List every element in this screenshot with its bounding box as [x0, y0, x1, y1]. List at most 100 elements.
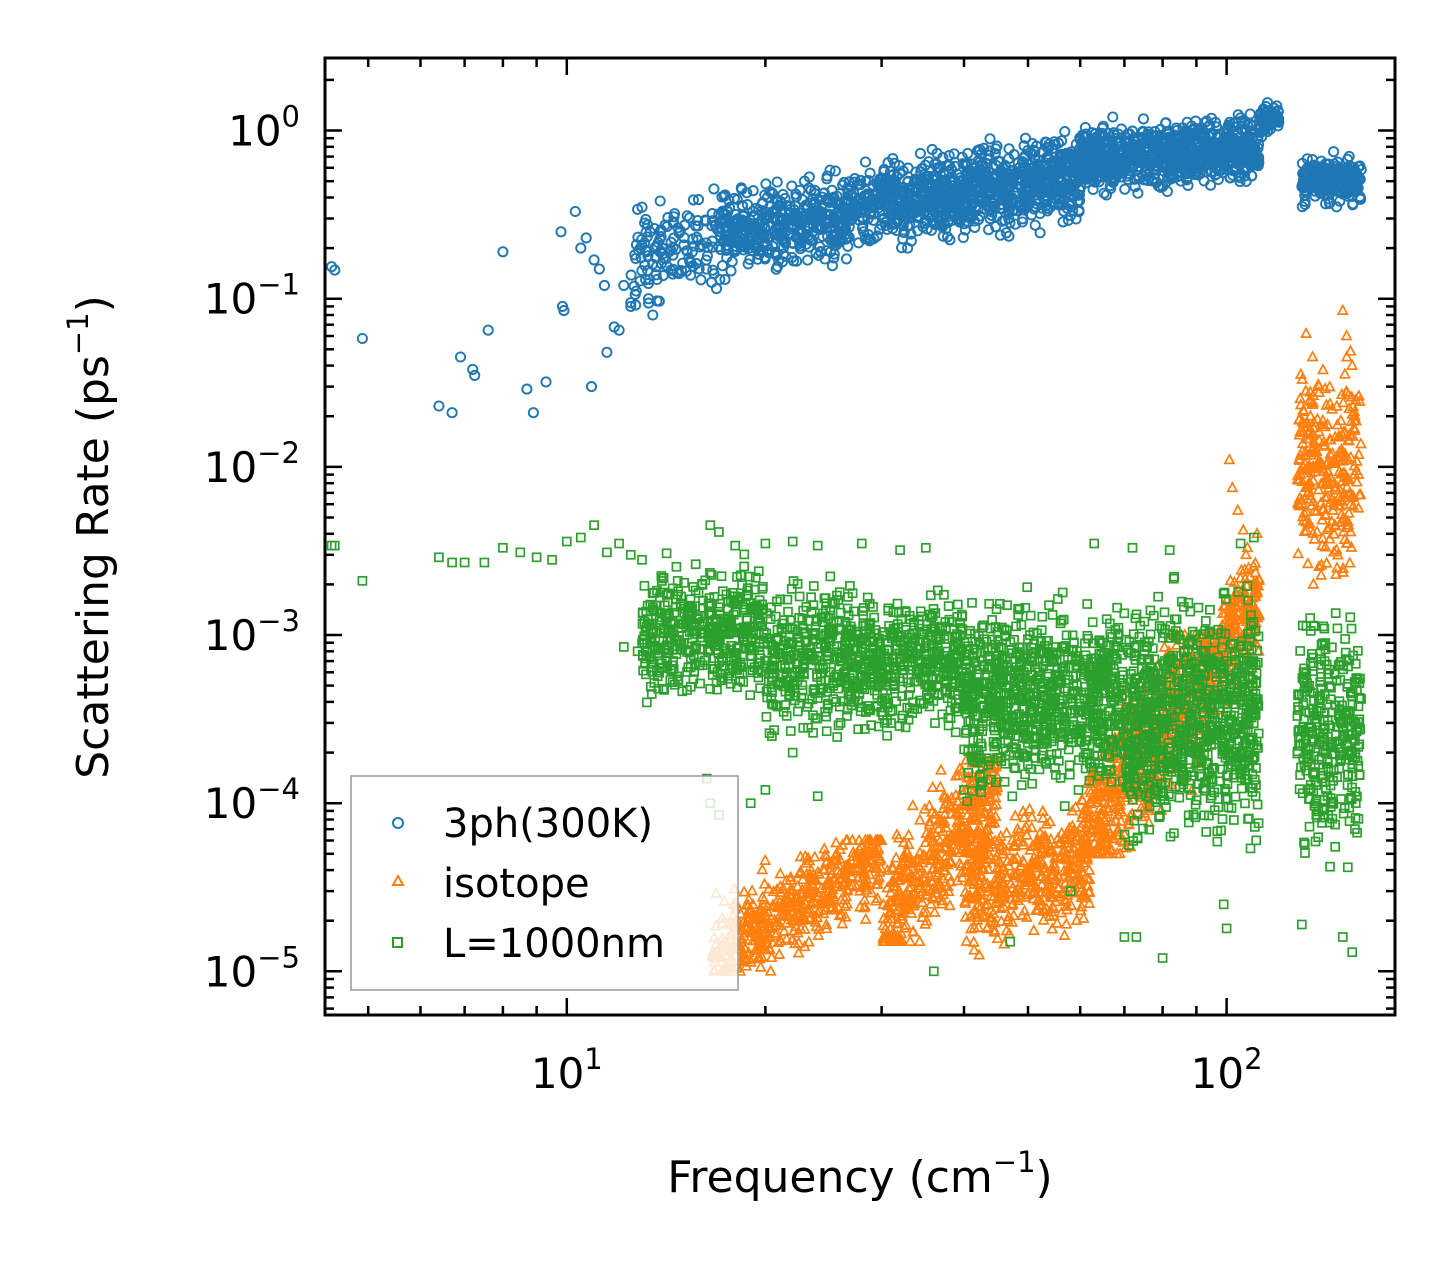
data-point-circle — [1017, 156, 1029, 168]
data-point-circle — [999, 160, 1011, 172]
data-point-circle — [760, 178, 772, 190]
data-point-circle — [716, 191, 728, 203]
data-point-circle — [829, 165, 841, 177]
data-point-circle — [921, 215, 933, 228]
data-point-circle — [1211, 138, 1223, 150]
data-point-circle — [1024, 175, 1036, 187]
data-point-circle — [897, 233, 909, 245]
data-point-circle — [944, 234, 956, 246]
data-point-circle — [1210, 168, 1222, 180]
data-point-circle — [881, 185, 893, 197]
data-point-circle — [946, 187, 958, 199]
data-point-circle — [1195, 122, 1207, 134]
data-point-circle — [1003, 143, 1015, 155]
data-point-circle — [693, 263, 705, 275]
data-point-circle — [1062, 203, 1074, 215]
data-point-circle — [1161, 185, 1173, 198]
data-point-circle — [876, 186, 888, 198]
data-point-circle — [692, 234, 704, 246]
data-point-circle — [690, 220, 702, 232]
data-point-circle — [1012, 173, 1024, 185]
data-point-circle — [1106, 172, 1118, 184]
data-point-circle — [834, 188, 846, 200]
data-point-circle — [1113, 158, 1125, 170]
data-point-circle — [692, 194, 705, 206]
data-point-circle — [1064, 160, 1076, 172]
data-point-circle — [1228, 146, 1240, 158]
data-point-circle — [815, 206, 827, 218]
data-point-circle — [961, 157, 973, 169]
data-point-circle — [923, 156, 935, 168]
data-point-circle — [882, 180, 894, 192]
data-point-circle — [928, 197, 940, 209]
data-point-circle — [1024, 162, 1037, 175]
data-point-circle — [932, 163, 945, 175]
data-point-circle — [1040, 183, 1052, 195]
data-point-circle — [1103, 151, 1115, 163]
data-point-circle — [1190, 168, 1202, 180]
data-point-circle — [661, 221, 673, 233]
data-point-circle — [948, 202, 960, 214]
data-point-circle — [943, 149, 955, 162]
data-point-circle — [720, 244, 732, 256]
data-point-circle — [832, 211, 844, 223]
data-point-circle — [625, 269, 637, 281]
data-point-circle — [1154, 151, 1166, 163]
data-point-circle — [770, 193, 782, 205]
data-point-circle — [821, 173, 833, 185]
data-point-circle — [815, 246, 827, 258]
data-point-circle — [1256, 113, 1268, 125]
data-point-circle — [783, 206, 795, 219]
data-point-circle — [654, 195, 666, 207]
data-point-circle — [1026, 209, 1038, 221]
data-point-circle — [1119, 183, 1131, 195]
data-point-circle — [639, 259, 651, 271]
data-point-circle — [996, 215, 1008, 227]
data-point-circle — [741, 199, 753, 211]
data-point-circle — [925, 178, 938, 190]
data-point-circle — [1234, 172, 1246, 184]
data-point-circle — [738, 233, 750, 245]
data-point-circle — [862, 188, 874, 200]
data-point-circle — [1199, 160, 1211, 172]
data-point-circle — [770, 250, 783, 262]
data-point-circle — [969, 221, 981, 233]
data-point-circle — [943, 166, 955, 178]
data-point-circle — [707, 264, 719, 276]
data-point-circle — [974, 185, 986, 197]
data-point-circle — [640, 226, 652, 238]
data-point-circle — [655, 224, 667, 236]
data-point-circle — [1075, 181, 1087, 193]
data-point-circle — [1200, 166, 1212, 178]
data-point-circle — [1091, 131, 1103, 143]
data-point-circle — [1149, 125, 1161, 138]
data-point-circle — [983, 224, 995, 236]
data-point-circle — [931, 147, 943, 159]
data-point-circle — [890, 224, 903, 237]
data-point-circle — [1250, 149, 1262, 161]
data-point-circle — [1032, 165, 1044, 177]
data-point-circle — [636, 265, 648, 277]
data-point-circle — [1166, 140, 1178, 152]
data-point-circle — [1059, 150, 1071, 162]
data-point-circle — [1062, 214, 1074, 226]
data-point-circle — [857, 226, 870, 238]
data-point-circle — [917, 201, 929, 213]
data-point-circle — [726, 256, 738, 268]
data-point-circle — [753, 248, 765, 260]
data-point-circle — [889, 157, 901, 169]
data-point-circle — [714, 221, 726, 233]
data-point-circle — [1059, 126, 1071, 138]
data-point-circle — [1016, 216, 1028, 228]
data-point-circle — [706, 208, 718, 220]
data-point-circle — [857, 213, 869, 226]
data-point-circle — [1004, 180, 1016, 192]
data-point-circle — [671, 267, 683, 279]
data-point-circle — [1136, 135, 1148, 147]
data-point-circle — [719, 273, 731, 286]
data-point-circle — [902, 162, 914, 174]
data-point-circle — [1000, 227, 1012, 239]
data-point-circle — [1216, 138, 1229, 150]
data-point-circle — [867, 179, 879, 191]
data-point-circle — [744, 253, 756, 266]
